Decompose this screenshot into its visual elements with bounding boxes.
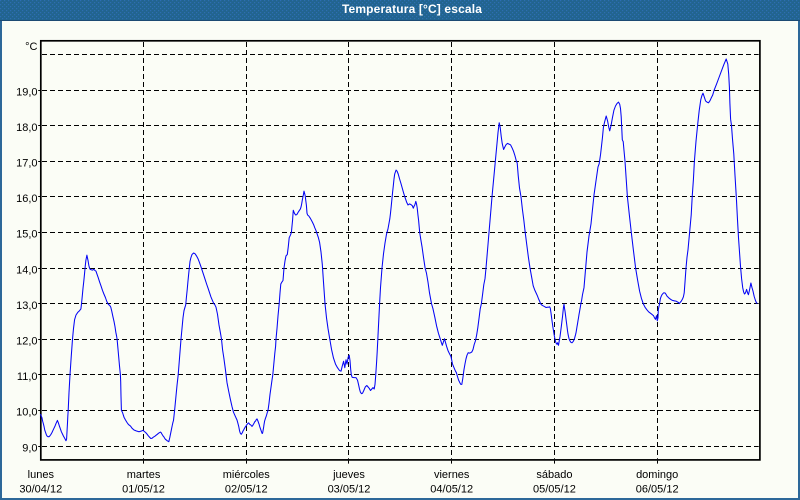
svg-text:martes: martes [127, 469, 161, 481]
svg-text:°C: °C [25, 41, 37, 53]
svg-text:10,0: 10,0 [16, 407, 37, 419]
svg-text:19,0: 19,0 [16, 86, 37, 98]
svg-text:17,0: 17,0 [16, 158, 37, 170]
svg-text:18,0: 18,0 [16, 122, 37, 134]
svg-text:02/05/12: 02/05/12 [225, 483, 268, 495]
svg-text:30/04/12: 30/04/12 [19, 483, 62, 495]
svg-text:14,0: 14,0 [16, 264, 37, 276]
svg-text:04/05/12: 04/05/12 [430, 483, 473, 495]
svg-text:15,0: 15,0 [16, 229, 37, 241]
svg-text:9,0: 9,0 [22, 442, 37, 454]
svg-text:13,0: 13,0 [16, 300, 37, 312]
svg-text:03/05/12: 03/05/12 [328, 483, 371, 495]
svg-text:jueves: jueves [332, 469, 365, 481]
svg-text:miércoles: miércoles [223, 469, 271, 481]
svg-text:lunes: lunes [28, 469, 55, 481]
svg-text:domingo: domingo [636, 469, 678, 481]
svg-text:12,0: 12,0 [16, 336, 37, 348]
svg-text:sábado: sábado [536, 469, 572, 481]
svg-text:viernes: viernes [434, 469, 470, 481]
svg-text:05/05/12: 05/05/12 [533, 483, 576, 495]
svg-text:01/05/12: 01/05/12 [122, 483, 165, 495]
svg-text:11,0: 11,0 [17, 371, 38, 383]
svg-text:06/05/12: 06/05/12 [636, 483, 679, 495]
svg-text:16,0: 16,0 [16, 193, 37, 205]
